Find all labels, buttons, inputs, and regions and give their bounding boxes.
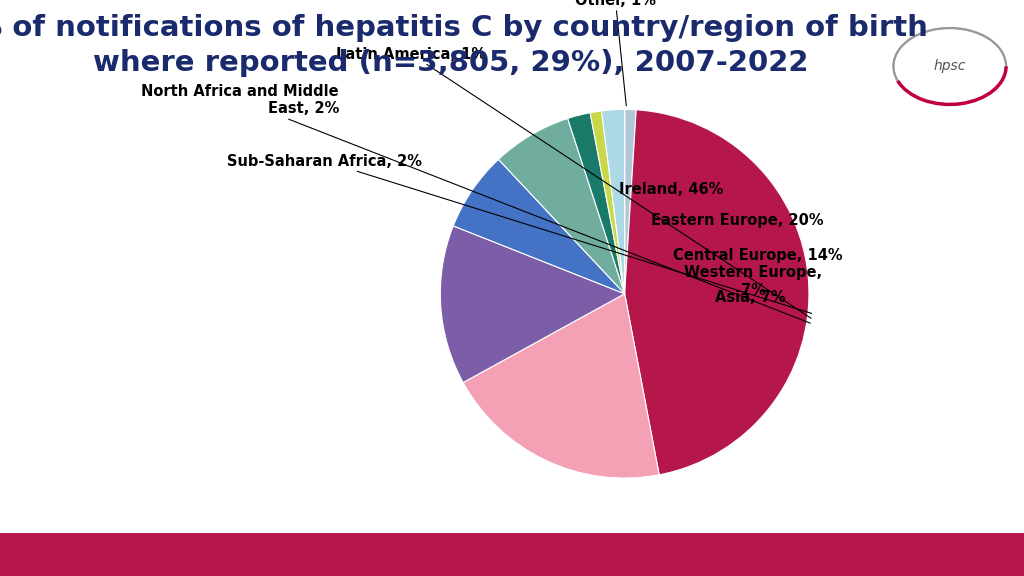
Wedge shape: [567, 113, 625, 294]
Wedge shape: [499, 119, 625, 294]
Wedge shape: [625, 110, 809, 475]
Ellipse shape: [893, 28, 1006, 104]
Text: Western Europe,
7%: Western Europe, 7%: [684, 265, 822, 298]
Text: Other, 1%: Other, 1%: [574, 0, 656, 106]
Wedge shape: [440, 226, 625, 382]
Text: % of notifications of hepatitis C by country/region of birth
where reported (n=3: % of notifications of hepatitis C by cou…: [0, 14, 928, 77]
Text: Asia, 7%: Asia, 7%: [715, 290, 785, 305]
Text: North Africa and Middle
East, 2%: North Africa and Middle East, 2%: [141, 84, 810, 323]
Text: Ireland, 46%: Ireland, 46%: [618, 182, 723, 197]
Wedge shape: [454, 160, 625, 294]
Wedge shape: [601, 109, 625, 294]
Wedge shape: [625, 109, 636, 294]
Text: Eastern Europe, 20%: Eastern Europe, 20%: [651, 213, 823, 228]
Wedge shape: [590, 111, 625, 294]
Text: Latin America, 1%: Latin America, 1%: [336, 47, 811, 319]
Text: hpsc: hpsc: [934, 59, 966, 73]
Text: Sub-Saharan Africa, 2%: Sub-Saharan Africa, 2%: [227, 154, 812, 313]
Text: Central Europe, 14%: Central Europe, 14%: [673, 248, 843, 263]
Wedge shape: [463, 294, 659, 478]
